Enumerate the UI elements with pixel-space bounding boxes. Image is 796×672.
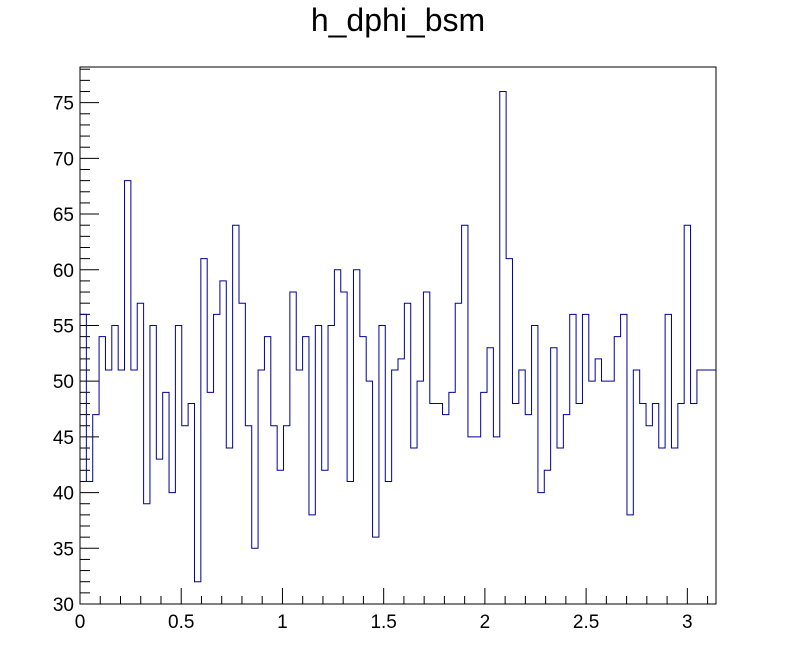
x-tick-label: 2.5: [573, 612, 599, 633]
tick-labels: 0 0.5 1 1.5 2 2.5 3 30 35 40 45 50 55 60 65 70 75: [53, 94, 693, 633]
x-tick-label: 3: [682, 612, 693, 633]
x-tick-label: 1.5: [370, 612, 396, 633]
y-tick-label: 55: [53, 316, 74, 337]
y-tick-label: 70: [53, 149, 74, 170]
y-tick-label: 65: [53, 205, 74, 226]
x-tick-label: 1: [277, 612, 288, 633]
y-tick-label: 75: [53, 94, 74, 115]
chart-title: h_dphi_bsm: [310, 2, 486, 38]
histogram-line: [80, 91, 716, 583]
x-tick-label: 2: [480, 612, 491, 633]
plot-frame: [79, 66, 717, 605]
y-tick-label: 45: [53, 428, 74, 449]
y-tick-label: 40: [53, 484, 74, 505]
x-tick-label: 0: [75, 612, 86, 633]
x-tick-label: 0.5: [168, 612, 194, 633]
axis-ticks: [79, 68, 709, 605]
y-tick-label: 50: [53, 372, 74, 393]
y-tick-label: 30: [53, 595, 74, 616]
y-tick-label: 60: [53, 261, 74, 282]
y-tick-label: 35: [53, 539, 74, 560]
